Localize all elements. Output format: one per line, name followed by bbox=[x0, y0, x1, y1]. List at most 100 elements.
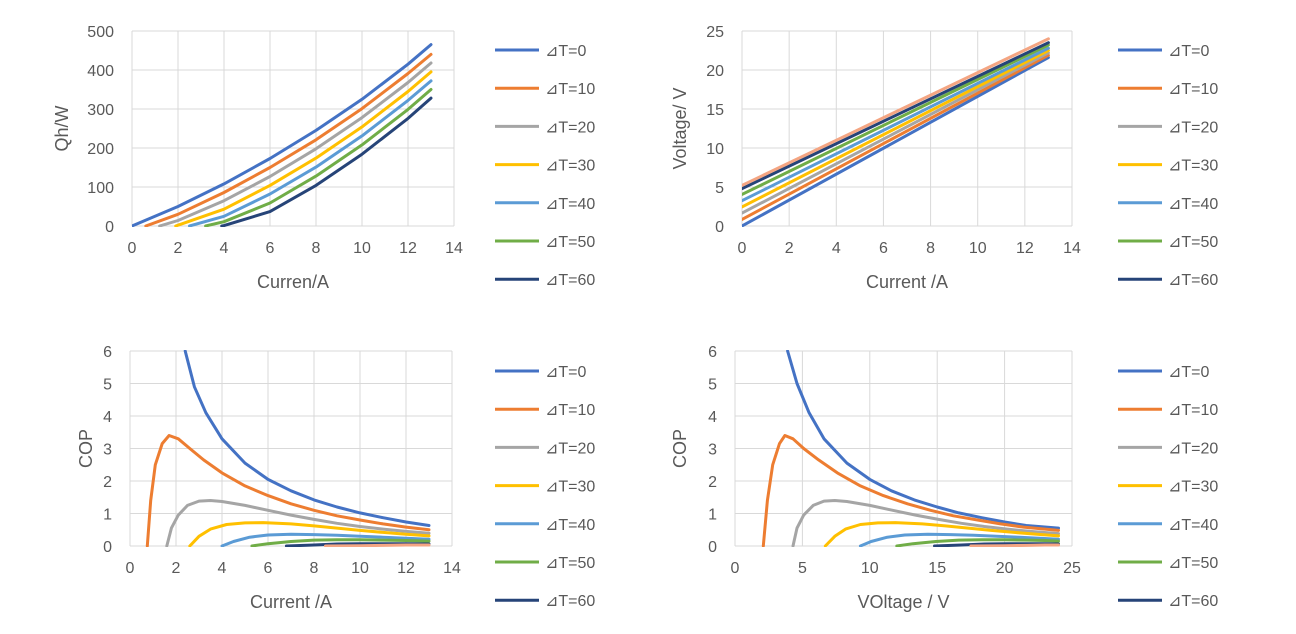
series-line bbox=[324, 543, 431, 547]
y-tick-label: 6 bbox=[708, 344, 717, 361]
x-tick-label: 25 bbox=[1063, 560, 1081, 577]
legend-label: ⊿T=40 bbox=[1168, 517, 1218, 534]
x-tick-label: 10 bbox=[351, 560, 369, 577]
series-line bbox=[742, 41, 1050, 191]
legend-label: ⊿T=40 bbox=[545, 196, 595, 213]
y-tick-label: 0 bbox=[105, 219, 114, 236]
x-axis-label: Current /A bbox=[250, 592, 332, 612]
legend-label: ⊿T=40 bbox=[1168, 196, 1218, 213]
x-tick-label: 10 bbox=[861, 560, 879, 577]
x-tick-label: 6 bbox=[264, 560, 273, 577]
y-tick-label: 6 bbox=[103, 344, 112, 361]
series-line bbox=[742, 51, 1050, 215]
y-tick-label: 500 bbox=[87, 24, 114, 41]
y-tick-label: 0 bbox=[715, 219, 724, 236]
chart-1: 0 2 4 6 8 10 12 14 0 100 200 300 400 500 Curren/A Qh/W ⊿… bbox=[52, 24, 595, 292]
y-tick-label: 5 bbox=[708, 377, 717, 394]
series-line bbox=[204, 88, 433, 227]
x-tick-label: 2 bbox=[174, 240, 183, 257]
x-axis-label: Curren/A bbox=[257, 272, 329, 292]
series-line bbox=[220, 532, 431, 547]
legend-label: ⊿T=50 bbox=[545, 555, 595, 572]
series-line bbox=[132, 43, 433, 227]
legend-label: ⊿T=60 bbox=[1168, 593, 1218, 610]
series-lines bbox=[742, 37, 1050, 227]
legend-label: ⊿T=50 bbox=[545, 234, 595, 251]
y-tick-label: 10 bbox=[706, 141, 724, 158]
y-tick-label: 0 bbox=[708, 539, 717, 556]
legend-label: ⊿T=20 bbox=[545, 440, 595, 457]
series-line bbox=[742, 53, 1050, 221]
legend-label: ⊿T=60 bbox=[1168, 272, 1218, 289]
x-tick-label: 12 bbox=[1016, 240, 1034, 257]
series-lines bbox=[761, 350, 1060, 547]
y-tick-label: 4 bbox=[103, 409, 112, 426]
y-tick-label: 5 bbox=[103, 377, 112, 394]
series-line bbox=[791, 499, 1060, 547]
series-line bbox=[742, 46, 1050, 203]
legend-label: ⊿T=40 bbox=[545, 517, 595, 534]
legend-label: ⊿T=50 bbox=[1168, 555, 1218, 572]
legend-label: ⊿T=10 bbox=[1168, 81, 1218, 98]
series-line bbox=[250, 538, 431, 547]
series-line bbox=[144, 52, 433, 227]
y-axis-label: Voltage/ V bbox=[670, 87, 690, 169]
x-tick-label: 4 bbox=[832, 240, 841, 257]
x-tick-label: 12 bbox=[399, 240, 417, 257]
y-tick-label: 2 bbox=[708, 474, 717, 491]
series-line bbox=[158, 61, 433, 227]
y-tick-label: 3 bbox=[103, 442, 112, 459]
y-tick-label: 1 bbox=[708, 507, 717, 524]
x-tick-label: 15 bbox=[928, 560, 946, 577]
y-tick-label: 3 bbox=[708, 442, 717, 459]
legend-label: ⊿T=10 bbox=[1168, 402, 1218, 419]
x-tick-label: 0 bbox=[128, 240, 137, 257]
legend-label: ⊿T=10 bbox=[545, 402, 595, 419]
y-tick-label: 400 bbox=[87, 63, 114, 80]
series-line bbox=[742, 56, 1050, 227]
y-tick-label: 25 bbox=[706, 24, 724, 41]
x-tick-label: 2 bbox=[785, 240, 794, 257]
x-tick-label: 8 bbox=[926, 240, 935, 257]
y-tick-label: 0 bbox=[103, 539, 112, 556]
y-tick-label: 2 bbox=[103, 474, 112, 491]
y-tick-label: 100 bbox=[87, 180, 114, 197]
legend-label: ⊿T=20 bbox=[1168, 119, 1218, 136]
x-tick-label: 6 bbox=[879, 240, 888, 257]
x-axis-label: Current /A bbox=[866, 272, 948, 292]
x-tick-label: 14 bbox=[445, 240, 463, 257]
legend-label: ⊿T=60 bbox=[545, 272, 595, 289]
series-line bbox=[969, 543, 1060, 547]
y-tick-label: 1 bbox=[103, 507, 112, 524]
legend-label: ⊿T=0 bbox=[1168, 364, 1210, 381]
legend-label: ⊿T=30 bbox=[545, 479, 595, 496]
x-tick-label: 0 bbox=[731, 560, 740, 577]
x-tick-label: 20 bbox=[996, 560, 1014, 577]
x-tick-label: 0 bbox=[738, 240, 747, 257]
x-tick-label: 10 bbox=[969, 240, 987, 257]
legend-label: ⊿T=30 bbox=[1168, 158, 1218, 175]
legend-label: ⊿T=60 bbox=[545, 593, 595, 610]
x-tick-label: 5 bbox=[798, 560, 807, 577]
y-axis-label: COP bbox=[670, 429, 690, 468]
legend-label: ⊿T=0 bbox=[545, 364, 587, 381]
legend-label: ⊿T=10 bbox=[545, 81, 595, 98]
series-line bbox=[858, 532, 1060, 547]
series-line bbox=[174, 70, 433, 227]
x-tick-label: 14 bbox=[1063, 240, 1081, 257]
x-tick-label: 4 bbox=[218, 560, 227, 577]
series-line bbox=[188, 79, 433, 227]
legend-label: ⊿T=30 bbox=[1168, 479, 1218, 496]
series-line bbox=[895, 538, 1060, 547]
y-tick-label: 200 bbox=[87, 141, 114, 158]
legend-label: ⊿T=0 bbox=[1168, 43, 1210, 60]
x-axis-label: VOltage / V bbox=[857, 592, 949, 612]
series-line bbox=[165, 499, 431, 547]
series-line bbox=[188, 521, 431, 547]
x-tick-label: 6 bbox=[266, 240, 275, 257]
legend-label: ⊿T=0 bbox=[545, 43, 587, 60]
series-lines bbox=[132, 43, 433, 227]
legend-label: ⊿T=20 bbox=[1168, 440, 1218, 457]
